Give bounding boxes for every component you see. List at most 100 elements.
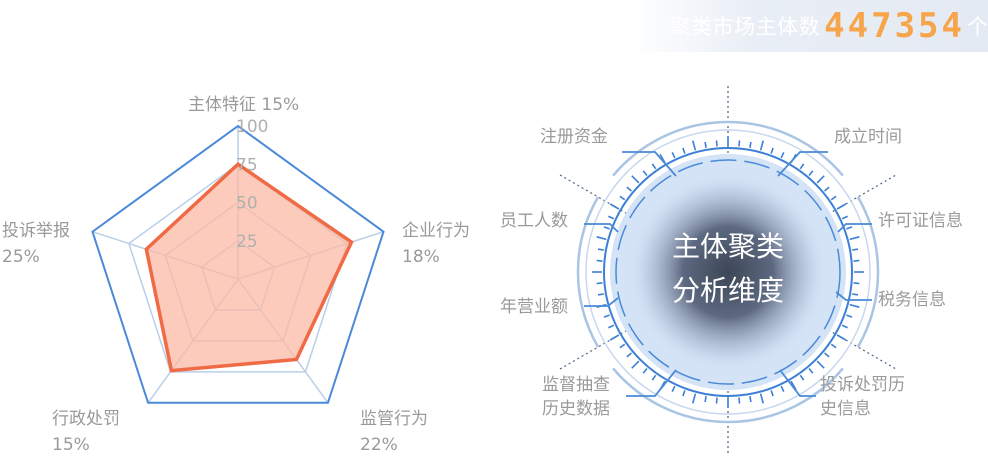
tick-mark (770, 147, 774, 154)
radar-category-label: 行政处罚 (52, 409, 120, 429)
tick-mark (749, 395, 752, 403)
radar-category-label: 企业行为 (402, 221, 470, 241)
dimension-connector (622, 151, 677, 177)
tick-mark (619, 195, 626, 201)
dimension-label: 历史数据 (542, 399, 610, 419)
tick-mark (830, 195, 837, 201)
tick-mark (715, 397, 718, 404)
tick-mark (780, 385, 785, 392)
radar-tick-label: 75 (236, 155, 258, 175)
radar-category-label: 投诉举报 (2, 221, 70, 241)
tick-mark (608, 324, 615, 329)
dimension-label: 投诉处罚历 (820, 375, 905, 395)
tick-mark (749, 141, 752, 149)
dimension-label: 成立时间 (834, 127, 902, 147)
dimension-label: 员工人数 (500, 211, 568, 231)
dimension-connector (777, 151, 828, 177)
tick-mark (770, 390, 774, 397)
tick-mark (671, 152, 676, 159)
radar-category-label: 监管行为 (360, 409, 428, 429)
dimension-label: 监督抽查 (542, 375, 610, 395)
summary-banner (628, 0, 988, 52)
tick-mark (596, 282, 603, 285)
tick-mark (738, 397, 741, 404)
radar-series (144, 162, 354, 373)
tick-mark (682, 390, 686, 397)
tick-mark (816, 175, 825, 184)
tick-mark (608, 215, 615, 220)
tick-mark (849, 236, 860, 241)
tick-mark (715, 140, 718, 147)
outer-arc (576, 196, 600, 348)
dimension-connector (584, 223, 619, 233)
tick-mark (704, 141, 707, 149)
tick-mark (603, 314, 610, 318)
dimension-label: 税务信息 (878, 290, 946, 310)
counter-unit: 个 (967, 15, 988, 39)
radar-category-label: 主体特征 15% (188, 95, 299, 115)
radar-category-label: 15% (52, 435, 90, 455)
tick-mark (759, 140, 764, 151)
dimension-label: 年营业额 (500, 297, 568, 317)
outer-ring (585, 129, 871, 415)
tick-mark (642, 170, 648, 176)
tick-mark (836, 203, 847, 210)
tick-mark (609, 334, 620, 341)
tick-mark (597, 248, 605, 251)
tick-mark (682, 147, 686, 154)
radar-outer-series (91, 124, 385, 404)
tick-mark (841, 324, 848, 329)
dimension-connector (626, 369, 677, 397)
outer-arc (612, 120, 844, 177)
tick-mark (824, 352, 830, 358)
dimension-label: 注册资金 (540, 127, 608, 147)
tick-mark (841, 215, 848, 220)
dimension-connector (584, 297, 619, 307)
tick-mark (692, 140, 697, 151)
radar-tick-label: 100 (236, 117, 268, 137)
core-glow (628, 172, 828, 372)
tick-mark (642, 368, 648, 374)
tick-mark (596, 236, 607, 241)
counter-value: 447354 (824, 6, 965, 46)
tick-mark (626, 186, 632, 192)
tick-mark (836, 334, 847, 341)
radar-category-label: 18% (402, 247, 440, 267)
tick-mark (626, 352, 632, 358)
market-entity-counter: 聚类市场主体数 447354 个 (670, 6, 988, 46)
radar-tick-label: 25 (236, 232, 258, 252)
center-title: 分析维度 (672, 274, 784, 307)
tick-mark (824, 186, 830, 192)
dimension-connector (779, 369, 816, 397)
tick-mark (596, 259, 603, 262)
tick-mark (851, 293, 859, 296)
tick-ring-base (603, 147, 853, 397)
tick-mark (704, 395, 707, 403)
tick-mark (631, 175, 640, 184)
tick-mark (849, 303, 860, 308)
outer-arc (612, 367, 844, 424)
tick-mark (759, 393, 764, 404)
tick-mark (846, 226, 853, 230)
tick-mark (853, 282, 860, 285)
tick-mark (851, 248, 859, 251)
tick-mark (816, 360, 825, 369)
outer-arc (856, 196, 880, 348)
radar-category-label: 25% (2, 247, 40, 267)
center-title: 主体聚类 (672, 230, 784, 263)
tick-mark (631, 360, 640, 369)
tick-mark (780, 152, 785, 159)
tick-ring (592, 136, 864, 408)
dimension-label: 许可证信息 (878, 211, 963, 231)
counter-label: 聚类市场主体数 (669, 15, 821, 39)
radar-tick-label: 50 (236, 194, 258, 214)
tick-mark (853, 259, 860, 262)
tick-mark (609, 203, 620, 210)
tick-mark (651, 163, 657, 170)
tick-mark (830, 343, 837, 349)
dimension-label: 史信息 (820, 399, 871, 419)
tick-mark (808, 170, 814, 176)
